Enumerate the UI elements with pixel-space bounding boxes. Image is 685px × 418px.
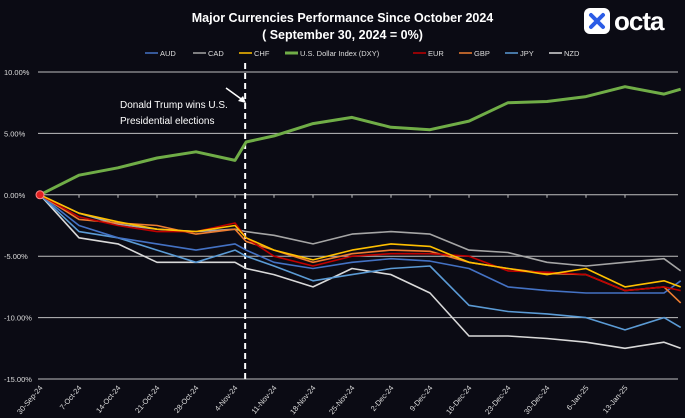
x-tick-label: 7-Oct-24 — [58, 384, 84, 412]
series-line-chf — [39, 194, 681, 288]
x-tick-label: 18-Nov-24 — [288, 384, 317, 417]
x-tick-label: 21-Oct-24 — [133, 384, 161, 415]
y-tick-label: -15.00% — [4, 375, 32, 384]
x-tick-label: 28-Oct-24 — [172, 384, 200, 415]
series-line-jpy — [39, 194, 682, 331]
chart-subtitle: ( September 30, 2024 = 0%) — [262, 28, 423, 42]
legend-label: AUD — [160, 49, 176, 58]
chart-title: Major Currencies Performance Since Octob… — [191, 11, 494, 25]
origin-marker — [35, 190, 45, 200]
octa-logo-text: octa — [614, 6, 664, 36]
y-tick-label: 5.00% — [4, 129, 26, 138]
legend-label: CAD — [208, 49, 224, 58]
x-tick-label: 23-Dec-24 — [483, 384, 512, 417]
series-line-u-s-dollar-index-dxy- — [39, 85, 682, 197]
series-line-cad — [39, 194, 682, 272]
series-line-eur — [39, 194, 681, 292]
octa-logo: octa — [584, 6, 664, 36]
series-line-aud — [39, 194, 682, 294]
annotation-arrowhead — [238, 96, 246, 103]
y-tick-label: -5.00% — [4, 252, 28, 261]
annotation-line1: Donald Trump wins U.S. — [120, 100, 228, 111]
x-tick-label: 11-Nov-24 — [249, 384, 278, 416]
x-tick-label: 4-Nov-24 — [213, 384, 240, 413]
x-tick-label: 13-Jan-25 — [601, 384, 630, 416]
x-tick-label: 2-Dec-24 — [369, 384, 396, 413]
series-line-nzd — [39, 194, 681, 350]
octa-logo-icon — [584, 8, 610, 34]
legend-label: U.S. Dollar Index (DXY) — [300, 49, 380, 58]
x-tick-label: 14-Oct-24 — [94, 384, 122, 415]
y-tick-label: 10.00% — [4, 68, 30, 77]
x-tick-label: 9-Dec-24 — [408, 384, 435, 413]
legend-label: NZD — [564, 49, 580, 58]
x-tick-label: 6-Jan-25 — [565, 384, 591, 412]
x-tick-label: 30-Dec-24 — [522, 384, 551, 417]
legend-label: EUR — [428, 49, 444, 58]
legend-label: CHF — [254, 49, 270, 58]
legend-label: JPY — [520, 49, 534, 58]
annotation-line2: Presidential elections — [120, 116, 215, 127]
x-tick-label: 16-Dec-24 — [444, 384, 473, 417]
legend-label: GBP — [474, 49, 490, 58]
y-tick-label: 0.00% — [4, 191, 26, 200]
x-tick-label: 30-Sep-24 — [15, 384, 44, 417]
y-tick-label: -10.00% — [4, 314, 32, 323]
x-tick-label: 25-Nov-24 — [327, 384, 356, 417]
